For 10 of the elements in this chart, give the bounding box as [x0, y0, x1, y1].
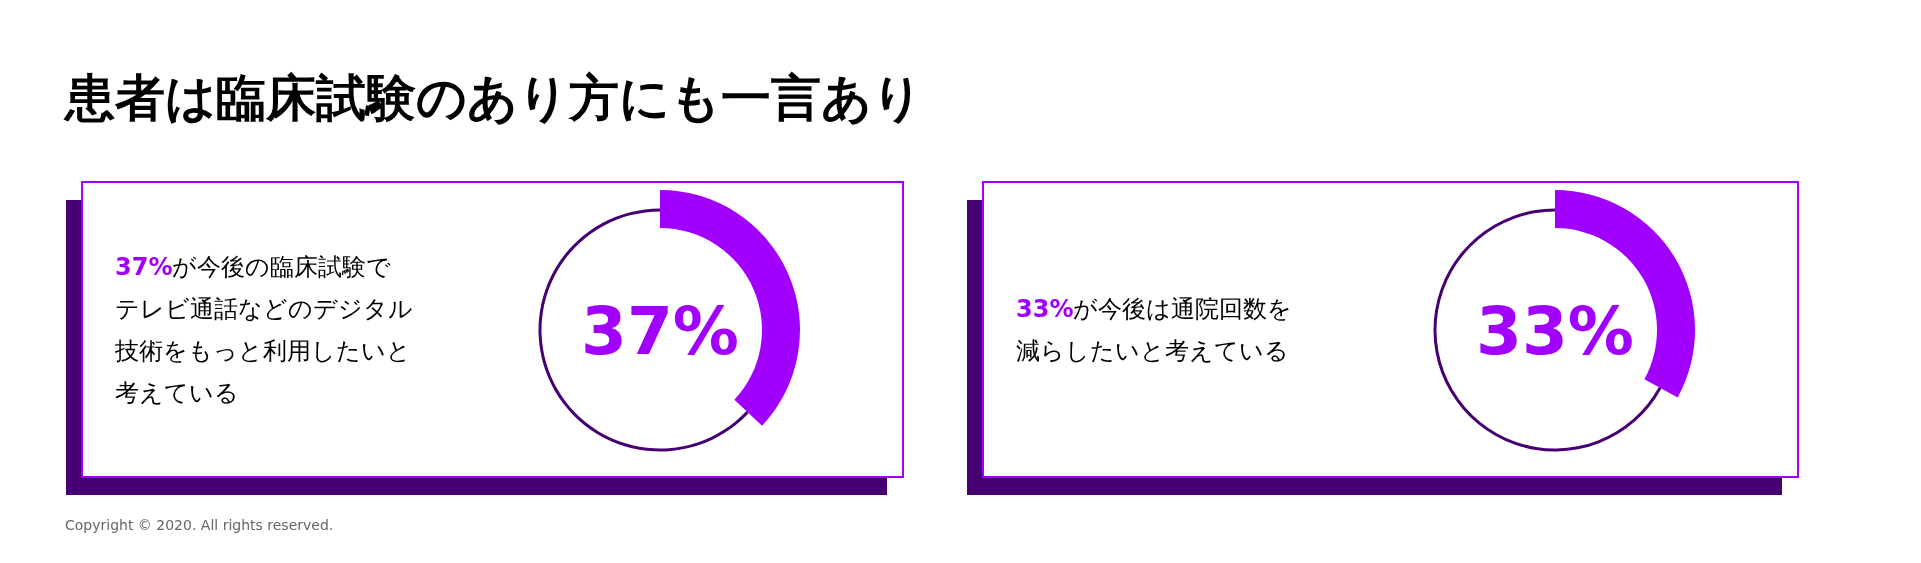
- text: Copyright © 2020. All rights reserved.: [65, 517, 334, 533]
- text: 考えている: [115, 379, 239, 407]
- chart-title: 患者は臨床試験のあり方にも一言あり: [63, 69, 923, 127]
- text: 37%: [581, 293, 739, 370]
- text: 技術をもっと利用したいと: [114, 337, 411, 365]
- text: 減らしたいと考えている: [1016, 337, 1289, 365]
- text: 33%が今後は通院回数を: [1016, 295, 1293, 323]
- text: テレビ通話などのデジタル: [115, 295, 413, 323]
- text: 33%: [1476, 293, 1634, 370]
- text: 37%が今後の臨床試験で: [115, 253, 392, 281]
